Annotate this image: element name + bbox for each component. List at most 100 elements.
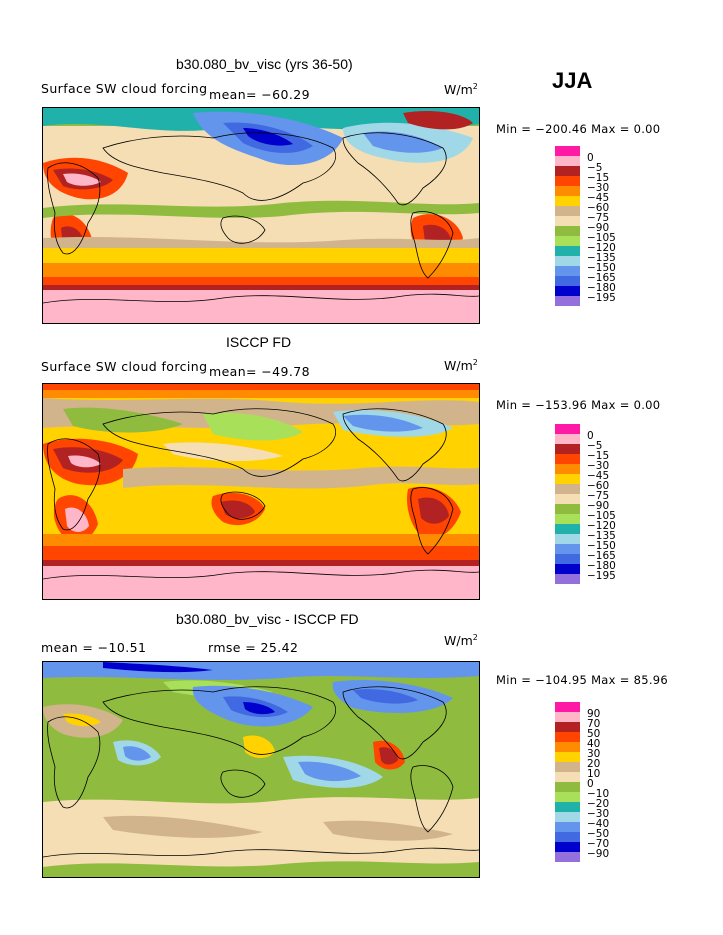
legend-swatch <box>555 554 580 564</box>
legend-label: −60 <box>587 480 610 492</box>
legend-label: 40 <box>587 738 601 750</box>
legend-label: −105 <box>587 232 616 244</box>
legend-label: −120 <box>587 242 616 254</box>
season-label: JJA <box>552 68 593 93</box>
legend-swatch <box>555 146 580 156</box>
legend-label: 50 <box>587 728 601 740</box>
legend-swatch <box>555 296 580 306</box>
legend-swatch <box>555 494 580 504</box>
legend-swatch <box>555 822 580 832</box>
legend-swatch <box>555 712 580 722</box>
legend-label: −75 <box>587 490 610 502</box>
legend-label: −135 <box>587 530 616 542</box>
legend-swatch <box>555 176 580 186</box>
legend-label: −60 <box>587 202 610 214</box>
panel2-units: W/m2 <box>444 358 478 374</box>
legend-swatch <box>555 464 580 474</box>
legend-label: −5 <box>587 162 603 174</box>
legend-label: −10 <box>587 788 610 800</box>
legend-swatch <box>555 544 580 554</box>
legend-swatch <box>555 424 580 434</box>
legend-swatch <box>555 226 580 236</box>
legend-swatch <box>555 832 580 842</box>
legend-label: 90 <box>587 708 601 720</box>
panel1-subtitle: Surface SW cloud forcing <box>41 81 208 96</box>
legend-swatch <box>555 216 580 226</box>
panel3-minmax: Min = −104.95 Max = 85.96 <box>496 673 669 687</box>
legend-label: −165 <box>587 272 616 284</box>
legend-label: −165 <box>587 550 616 562</box>
legend-label: −45 <box>587 470 610 482</box>
legend-label: −30 <box>587 182 610 194</box>
legend-swatch <box>555 842 580 852</box>
legend-label: −75 <box>587 212 610 224</box>
legend-label: −15 <box>587 172 610 184</box>
legend-swatch <box>555 802 580 812</box>
legend-swatch <box>555 276 580 286</box>
panel3-legend: 90 70 50 40 30 20 10 0 −10 −20 −30 −40 −… <box>555 702 635 877</box>
legend-swatch <box>555 236 580 246</box>
panel3-rmse: rmse = 25.42 <box>208 640 299 655</box>
legend-label: 30 <box>587 748 601 760</box>
legend-swatch <box>555 852 580 862</box>
legend-swatch <box>555 514 580 524</box>
legend-label: −20 <box>587 798 610 810</box>
legend-label: −90 <box>587 222 610 234</box>
legend-label: −180 <box>587 560 616 572</box>
legend-swatch <box>555 484 580 494</box>
legend-swatch <box>555 812 580 822</box>
legend-label: −90 <box>587 848 610 860</box>
legend-swatch <box>555 564 580 574</box>
legend-swatch <box>555 772 580 782</box>
legend-label: −30 <box>587 460 610 472</box>
legend-label: −195 <box>587 570 616 582</box>
legend-swatch <box>555 762 580 772</box>
legend-label: −90 <box>587 500 610 512</box>
legend-swatch <box>555 434 580 444</box>
legend-swatch <box>555 574 580 584</box>
legend-swatch <box>555 782 580 792</box>
legend-label: −50 <box>587 828 610 840</box>
panel2-mean: mean= −49.78 <box>209 364 310 379</box>
panel2-title: ISCCP FD <box>226 334 292 350</box>
panel3-units: W/m2 <box>444 633 478 649</box>
legend-swatch <box>555 752 580 762</box>
legend-swatch <box>555 504 580 514</box>
panel3-title: b30.080_bv_visc - ISCCP FD <box>176 611 359 627</box>
panel1-minmax: Min = −200.46 Max = 0.00 <box>496 122 661 136</box>
legend-swatch <box>555 186 580 196</box>
legend-label: −45 <box>587 192 610 204</box>
legend-label: 20 <box>587 758 601 770</box>
legend-label: −120 <box>587 520 616 532</box>
legend-label: 0 <box>587 778 594 790</box>
panel1-map <box>42 107 480 324</box>
panel2-minmax: Min = −153.96 Max = 0.00 <box>496 398 661 412</box>
legend-swatch <box>555 196 580 206</box>
legend-swatch <box>555 722 580 732</box>
legend-label: −70 <box>587 838 610 850</box>
panel2-map <box>42 383 480 600</box>
panel1-mean: mean= −60.29 <box>209 87 310 102</box>
legend-swatch <box>555 156 580 166</box>
panel3-map <box>42 661 480 878</box>
legend-swatch <box>555 166 580 176</box>
legend-label: −180 <box>587 282 616 294</box>
legend-label: 0 <box>587 430 594 442</box>
legend-label: −105 <box>587 510 616 522</box>
legend-swatch <box>555 206 580 216</box>
panel1-units: W/m2 <box>444 82 478 98</box>
panel2-legend: 0 −5 −15 −30 −45 −60 −75 −90 −105 −120 −… <box>555 424 635 599</box>
legend-swatch <box>555 792 580 802</box>
legend-swatch <box>555 444 580 454</box>
legend-swatch <box>555 742 580 752</box>
legend-swatch <box>555 702 580 712</box>
legend-swatch <box>555 286 580 296</box>
legend-label: −30 <box>587 808 610 820</box>
legend-label: −135 <box>587 252 616 264</box>
legend-swatch <box>555 524 580 534</box>
legend-swatch <box>555 454 580 464</box>
legend-swatch <box>555 266 580 276</box>
legend-swatch <box>555 256 580 266</box>
panel2-subtitle: Surface SW cloud forcing <box>41 359 208 374</box>
legend-label: −40 <box>587 818 610 830</box>
